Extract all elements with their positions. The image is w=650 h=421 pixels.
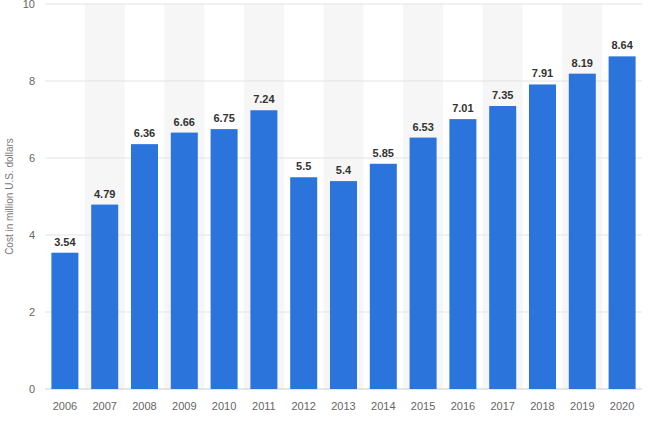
column-band xyxy=(483,4,523,389)
column-band xyxy=(324,4,364,389)
column-band xyxy=(85,4,125,389)
grid-line xyxy=(45,81,642,82)
bar xyxy=(529,84,556,389)
x-tick-label: 2008 xyxy=(132,400,156,412)
data-label: 5.4 xyxy=(336,164,352,176)
column-band xyxy=(164,4,204,389)
data-label: 7.35 xyxy=(492,89,513,101)
bar xyxy=(171,133,198,389)
x-tick-label: 2015 xyxy=(411,400,435,412)
column-band xyxy=(403,4,443,389)
chart-container: 0 2 4 6 8 10 Cost in million U.S. dollars 3.54 4… xyxy=(0,0,650,421)
column-band xyxy=(244,4,284,389)
bar xyxy=(330,181,357,389)
x-tick-label: 2014 xyxy=(371,400,395,412)
bar xyxy=(250,110,277,389)
data-label: 6.36 xyxy=(134,127,155,139)
x-tick-label: 2019 xyxy=(570,400,594,412)
bar xyxy=(410,138,437,389)
y-tick-label: 2 xyxy=(29,306,35,318)
y-tick-label: 8 xyxy=(29,75,35,87)
data-label: 8.64 xyxy=(611,39,633,51)
bar xyxy=(569,74,596,389)
data-label: 5.5 xyxy=(296,160,311,172)
x-tick-label: 2018 xyxy=(530,400,554,412)
x-tick-label: 2013 xyxy=(331,400,355,412)
y-tick-label: 10 xyxy=(23,0,35,10)
bar xyxy=(609,56,636,389)
bar xyxy=(489,106,516,389)
data-label: 6.53 xyxy=(412,121,433,133)
data-label: 5.85 xyxy=(373,147,394,159)
x-tick-label: 2011 xyxy=(252,400,276,412)
grid-line xyxy=(45,4,642,5)
data-label: 7.91 xyxy=(532,67,553,79)
column-band xyxy=(562,4,602,389)
bar xyxy=(370,164,397,389)
data-label: 8.19 xyxy=(572,57,593,69)
data-label: 7.24 xyxy=(253,93,275,105)
bar xyxy=(91,205,118,389)
x-tick-label: 2017 xyxy=(490,400,514,412)
data-label: 7.01 xyxy=(452,102,473,114)
x-tick-label: 2020 xyxy=(610,400,634,412)
y-tick-label: 0 xyxy=(29,383,35,395)
x-tick-label: 2009 xyxy=(172,400,196,412)
y-tick-label: 6 xyxy=(29,152,35,164)
x-tick-label: 2006 xyxy=(53,400,77,412)
data-label: 3.54 xyxy=(54,236,76,248)
data-label: 6.66 xyxy=(174,116,195,128)
data-label: 6.75 xyxy=(213,112,234,124)
x-tick-label: 2016 xyxy=(451,400,475,412)
x-tick-label: 2012 xyxy=(291,400,315,412)
bar xyxy=(211,129,238,389)
y-tick-label: 4 xyxy=(29,229,35,241)
bars xyxy=(51,56,635,389)
bar xyxy=(449,119,476,389)
chart-svg: 0 2 4 6 8 10 Cost in million U.S. dollars 3.54 4… xyxy=(0,0,650,421)
bar xyxy=(131,144,158,389)
x-tick-label: 2010 xyxy=(212,400,236,412)
data-label: 4.79 xyxy=(94,188,115,200)
y-axis-label: Cost in million U.S. dollars xyxy=(4,138,15,255)
bar xyxy=(290,177,317,389)
bar xyxy=(51,253,78,389)
x-tick-label: 2007 xyxy=(92,400,116,412)
